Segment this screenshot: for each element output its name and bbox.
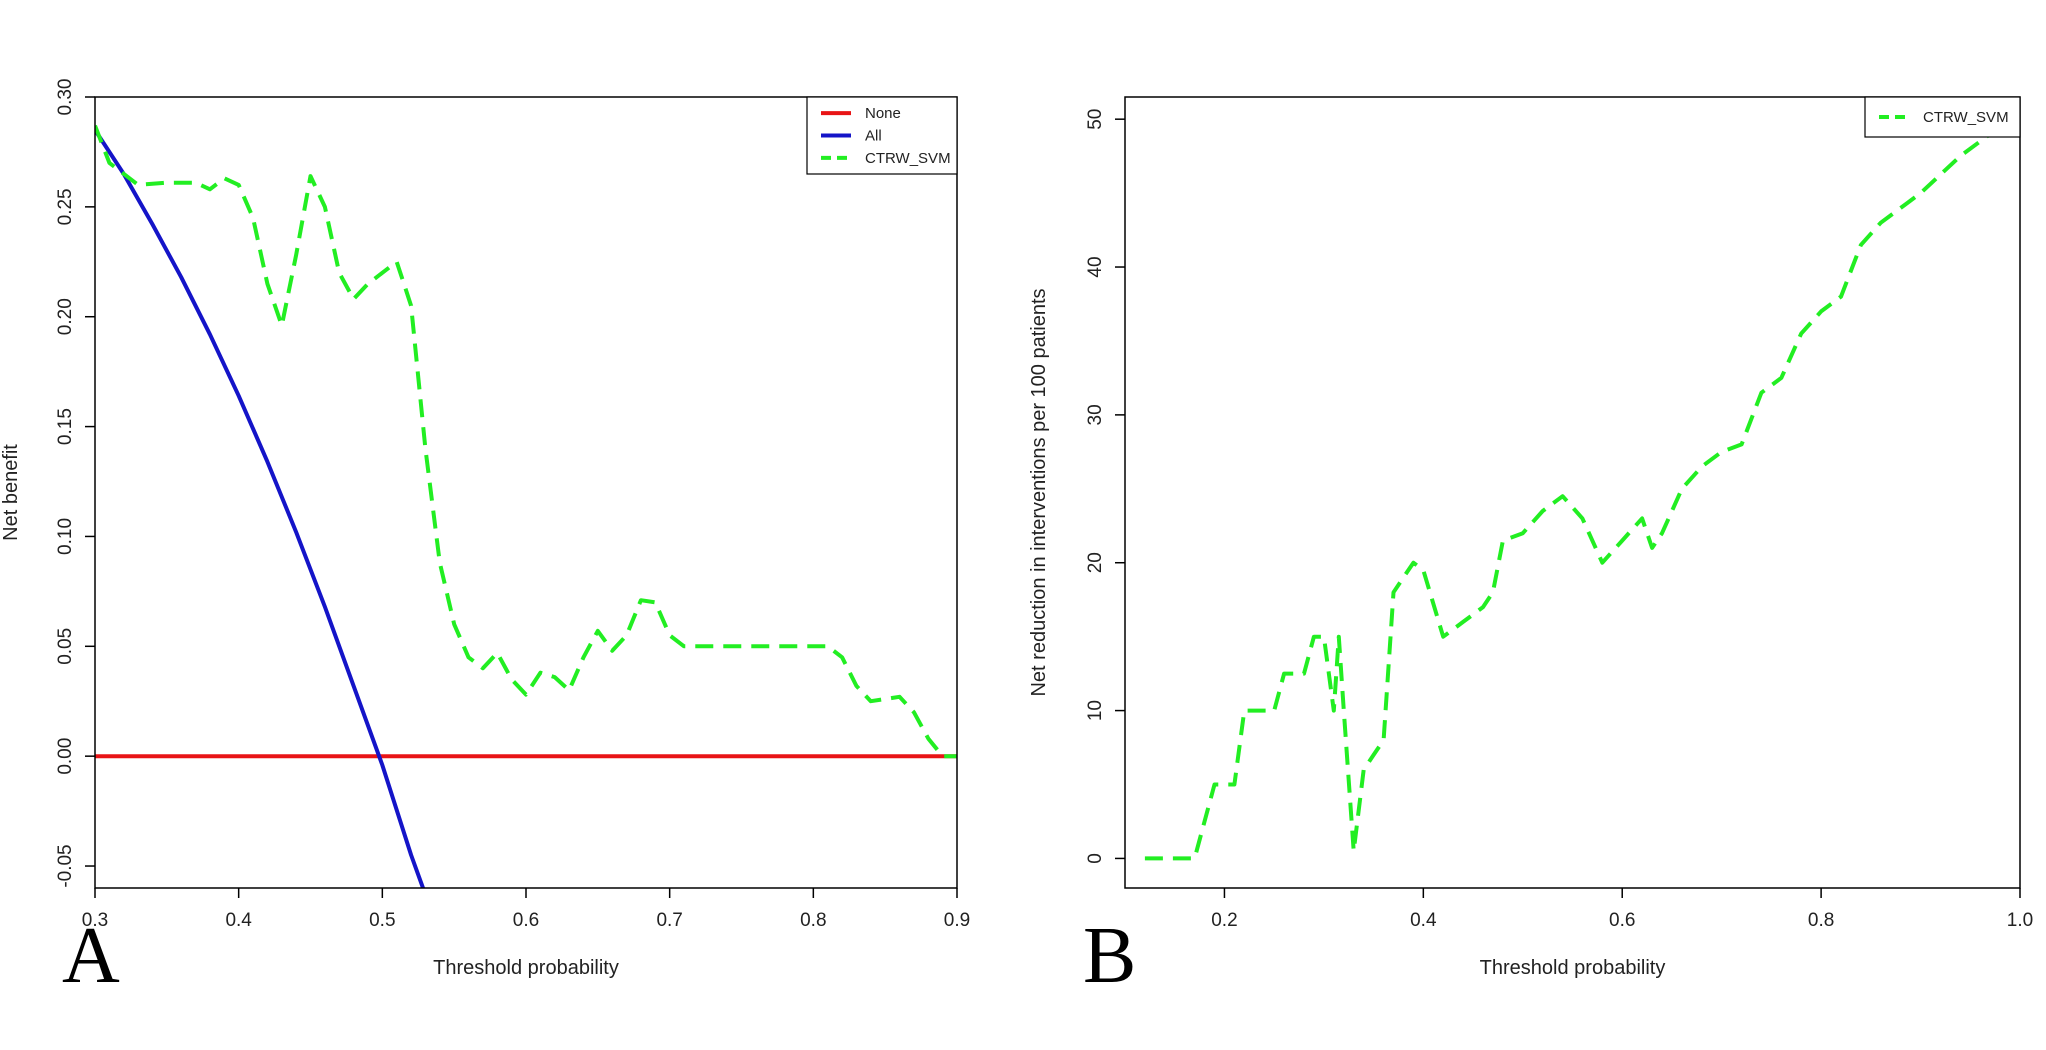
x-tick-label: 0.3 [82,910,108,931]
x-axis-label: Threshold probability [433,957,619,979]
x-axis: 0.2 0.4 0.6 0.8 1.0 [1211,888,2033,931]
legend-entry: CTRW_SVM [865,150,951,167]
y-tick-label: 0 [1085,853,1106,864]
legend: CTRW_SVM [1864,96,2021,138]
x-tick-label: 1.0 [2007,910,2033,931]
series-line-all [95,128,426,888]
x-tick-label: 0.4 [1410,910,1437,931]
chart-b: 0.2 0.4 0.6 0.8 1.0 Threshold probability 0 10 2… [1028,96,2033,979]
y-tick-label: 20 [1085,552,1106,573]
y-axis-label: Net reduction in interventions per 100 p… [1028,288,1050,696]
x-axis: 0.3 0.4 0.5 0.6 0.7 0.8 0.9 [82,888,970,931]
plot-frame [1124,96,2021,889]
x-tick-label: 0.7 [656,910,682,931]
y-tick-label: 0.20 [55,298,76,335]
panel-label-a: A [62,912,120,1000]
y-tick-label: 40 [1085,256,1106,277]
legend-entry: CTRW_SVM [1923,109,2009,126]
y-tick-label: 10 [1085,700,1106,721]
y-tick-label: 0.30 [55,79,76,116]
y-axis: -0.05 0.00 0.05 0.10 0.15 0.20 0.25 0.30 [55,79,95,888]
x-axis-label: Threshold probability [1480,957,1666,979]
x-tick-label: 0.8 [800,910,826,931]
legend: None All CTRW_SVM [806,96,958,175]
y-tick-label: 30 [1085,404,1106,425]
series-line-ctrw-svm [1144,124,2002,861]
y-tick-label: 0.15 [55,408,76,445]
y-tick-label: -0.05 [55,844,76,887]
y-tick-label: 50 [1085,109,1106,130]
y-tick-label: 0.05 [55,628,76,665]
y-axis-label: Net benefit [0,444,22,541]
x-tick-label: 0.5 [369,910,395,931]
legend-box [1864,96,2021,138]
y-axis: 0 10 20 30 40 50 [1085,109,1125,864]
y-tick-label: 0.10 [55,518,76,555]
series-line-ctrw-svm [95,124,957,759]
x-tick-label: 0.4 [225,910,252,931]
panel-label-b: B [1083,912,1136,1000]
x-tick-label: 0.2 [1211,910,1237,931]
legend-entry: All [865,128,882,145]
chart-a: 0.3 0.4 0.5 0.6 0.7 0.8 0.9 Threshold probabili… [0,79,970,979]
x-tick-label: 0.8 [1808,910,1834,931]
x-tick-label: 0.9 [944,910,970,931]
y-tick-label: 0.25 [55,188,76,225]
legend-entry: None [865,105,901,122]
x-tick-label: 0.6 [1609,910,1635,931]
y-tick-label: 0.00 [55,738,76,775]
x-tick-label: 0.6 [513,910,539,931]
